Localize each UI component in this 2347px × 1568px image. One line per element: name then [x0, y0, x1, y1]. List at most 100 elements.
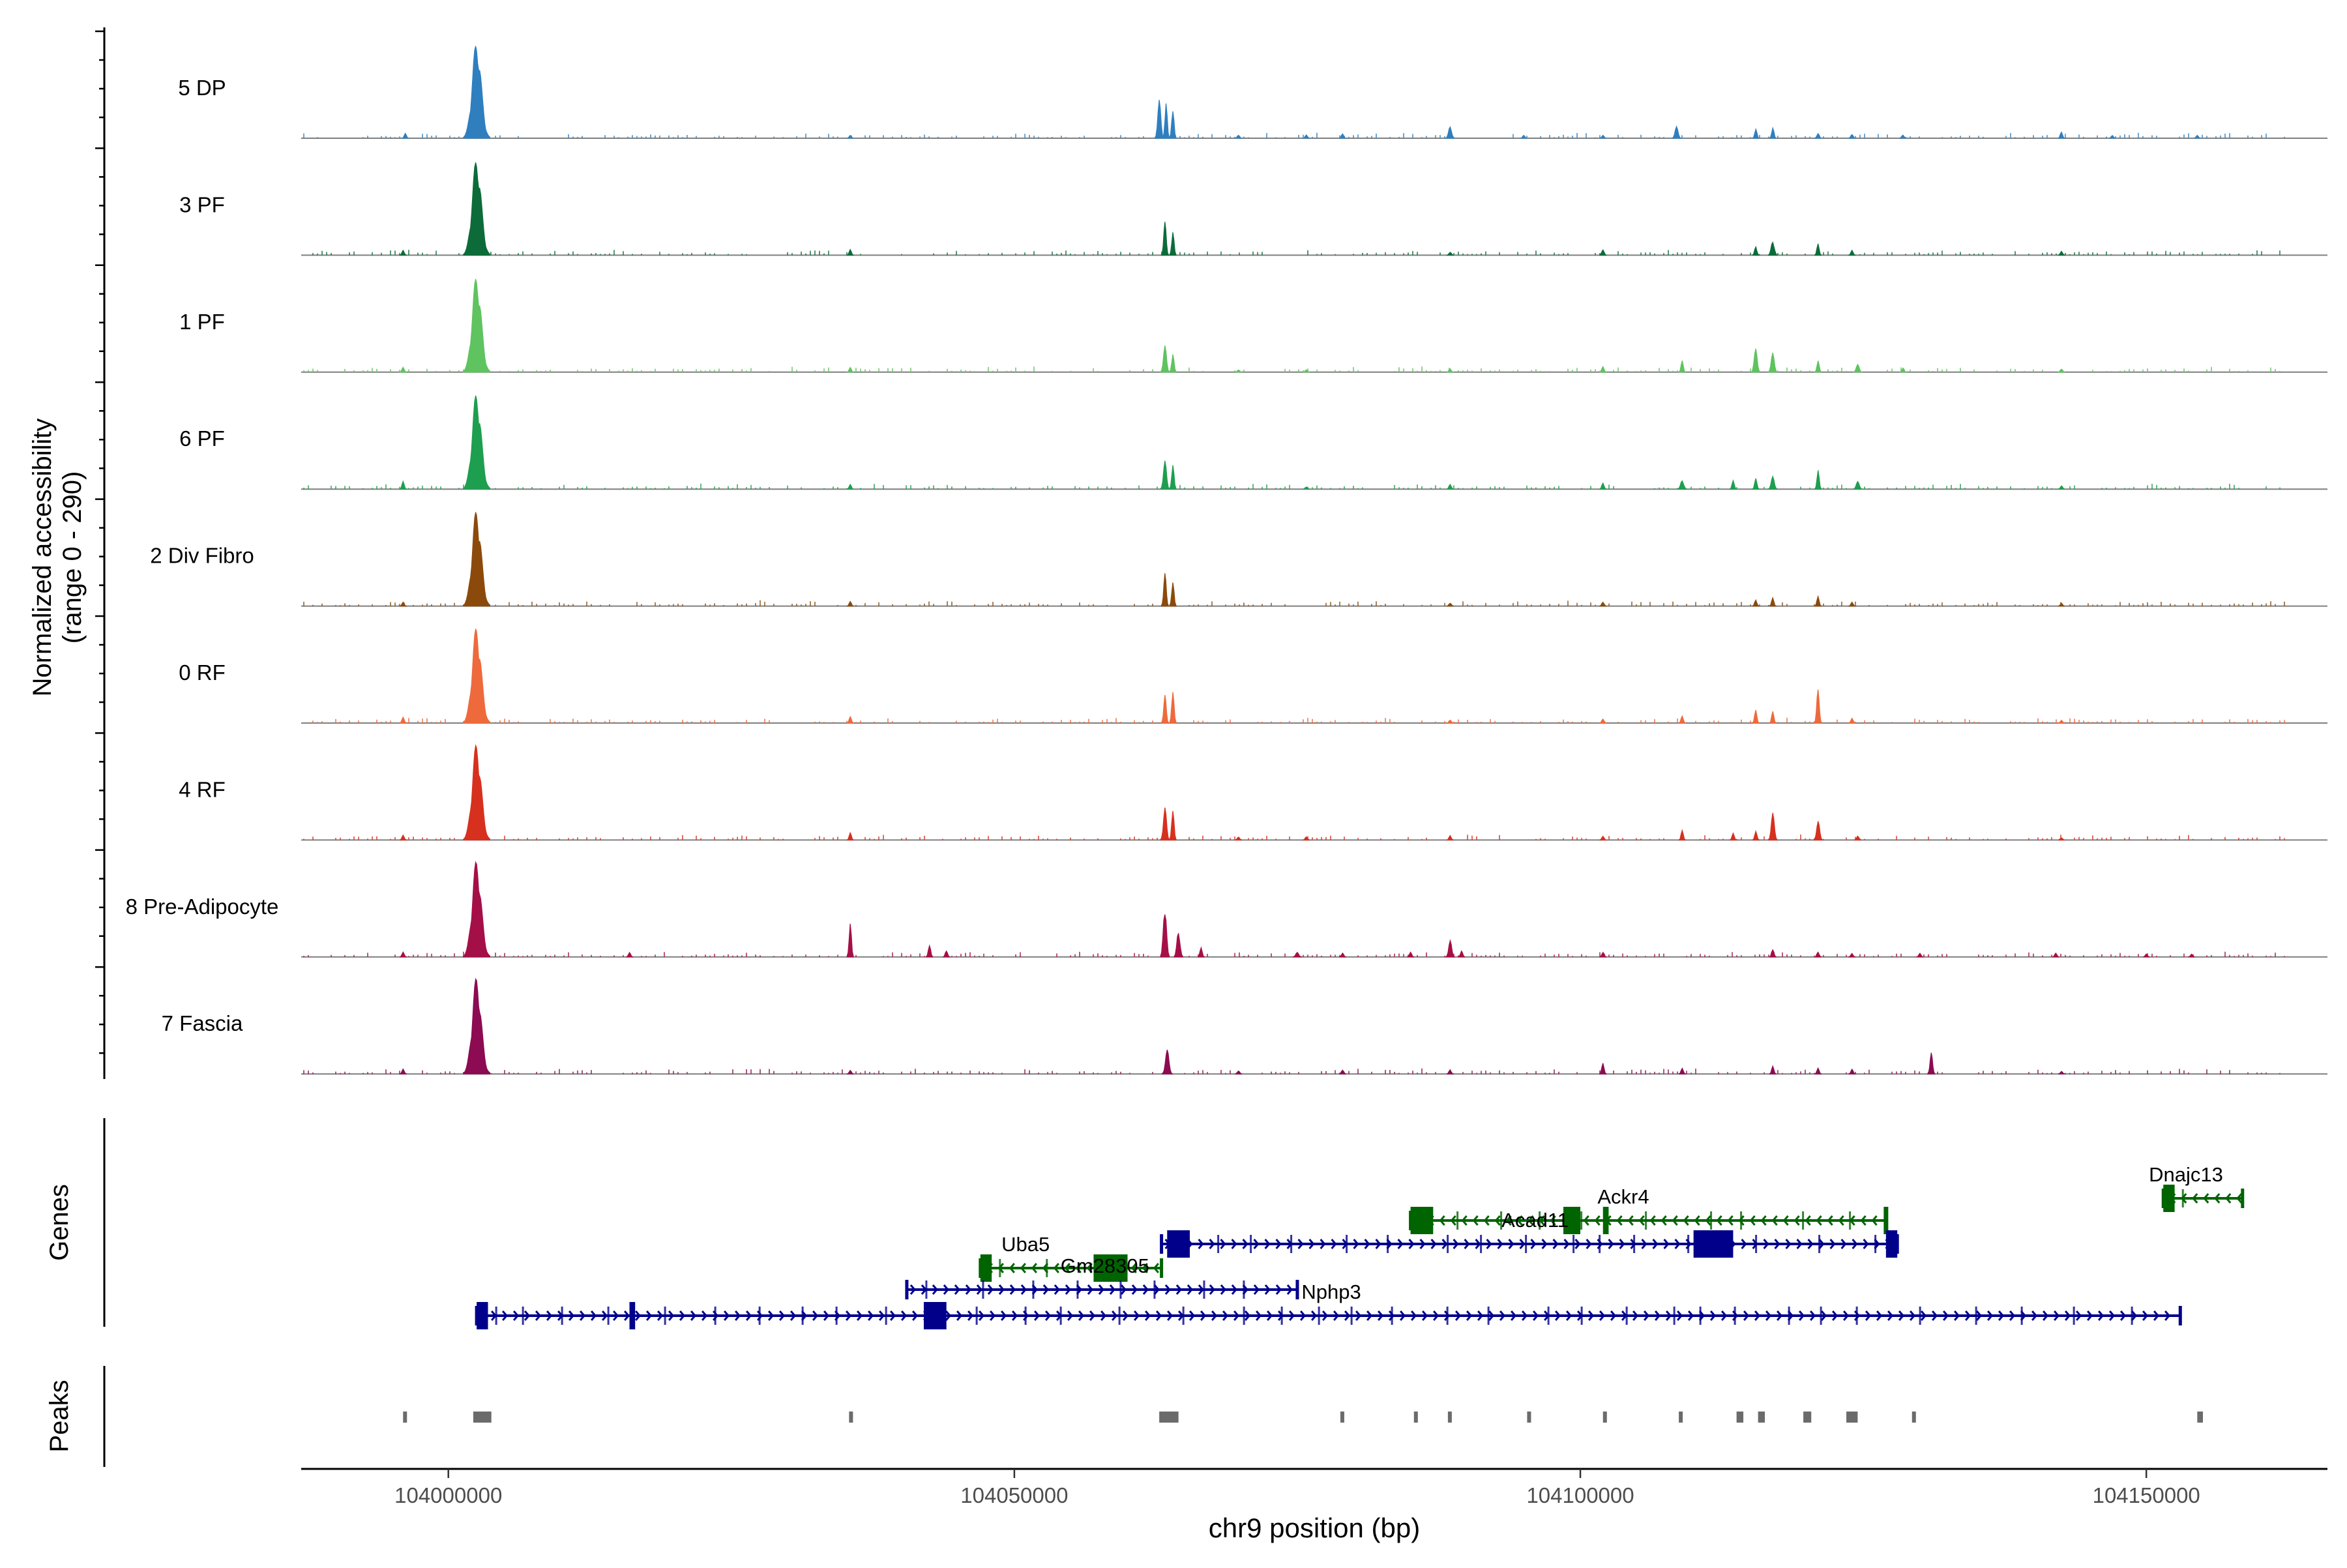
- y-axis-range: (range 0 - 290): [58, 471, 87, 644]
- coverage-peak: [1813, 821, 1823, 840]
- coverage-peak: [399, 951, 407, 958]
- coverage-peak: [1752, 127, 1760, 139]
- coverage-peak: [1752, 478, 1760, 490]
- coverage-peak: [1599, 835, 1607, 840]
- gene-exon: [1602, 1207, 1609, 1234]
- track-noise: [312, 717, 2285, 723]
- coverage-peak: [1678, 361, 1686, 373]
- track-label: 6 PF: [179, 426, 225, 451]
- coverage-peak: [1848, 1068, 1856, 1074]
- coverage-peak: [926, 944, 934, 958]
- gene-exon: [1093, 1254, 1128, 1282]
- coverage-peak: [1814, 243, 1822, 256]
- gene-exon: [1693, 1230, 1734, 1258]
- strand-arrows: [909, 1284, 1293, 1295]
- track-2-div-fibro: 2 Div Fibro: [150, 512, 2327, 607]
- peak-region: [1736, 1412, 1744, 1423]
- coverage-peak: [2188, 953, 2195, 958]
- coverage-peak: [1599, 482, 1607, 490]
- gene-label: Ackr4: [1597, 1185, 1649, 1208]
- track-5-dp: 5 DP: [178, 46, 2327, 139]
- coverage-peak: [2058, 719, 2065, 724]
- coverage-peak: [1446, 368, 1454, 373]
- coverage-peak: [1160, 222, 1169, 256]
- coverage-peak: [1767, 352, 1778, 373]
- coverage-peak: [1729, 479, 1737, 490]
- coverage-peak: [846, 248, 854, 256]
- coverage-peak: [399, 716, 407, 724]
- coverage-peak: [463, 861, 490, 958]
- coverage-peak: [1160, 914, 1170, 958]
- coverage-peak: [1916, 953, 1924, 958]
- coverage-peak: [1599, 366, 1607, 373]
- gene-annotation-track: Dnajc13 Ackr4 Acad11 Uba5 Gm28305 Nphp3: [475, 1163, 2245, 1329]
- coverage-peak: [1303, 134, 1310, 139]
- coverage-peak: [1338, 1069, 1346, 1074]
- coverage-peak: [1174, 933, 1183, 958]
- coverage-peak: [1752, 709, 1760, 724]
- track-noise: [312, 250, 2281, 256]
- coverage-peak: [1599, 601, 1607, 607]
- gene-exon: [629, 1302, 636, 1329]
- coverage-peak: [1899, 367, 1907, 373]
- coverage-peak: [1853, 363, 1863, 373]
- coverage-peak: [846, 600, 854, 607]
- coverage-tracks: 5 DP 3 PF 1 PF 6 PF 2 Div Fibro 0 RF 4 RF 8 Pre…: [126, 46, 2327, 1075]
- coverage-peak: [399, 1068, 407, 1074]
- coverage-peak: [399, 366, 407, 373]
- track-noise: [303, 483, 2281, 490]
- coverage-peak: [1750, 348, 1761, 373]
- track-label: 0 RF: [179, 660, 226, 685]
- coverage-peak: [1445, 939, 1455, 958]
- coverage-peak: [1338, 952, 1346, 958]
- gene-acad11: Acad11: [1160, 1209, 1899, 1258]
- coverage-peak: [1769, 1065, 1777, 1074]
- coverage-peak: [1848, 953, 1856, 958]
- coverage-peak: [1752, 599, 1760, 607]
- coverage-peak: [1338, 133, 1346, 139]
- coverage-peak: [625, 951, 634, 958]
- track-label: 7 Fascia: [162, 1011, 243, 1035]
- track-noise: [303, 132, 2285, 138]
- peak-region: [1803, 1412, 1812, 1423]
- peak-region: [473, 1412, 492, 1423]
- coverage-peak: [846, 1069, 854, 1074]
- gene-exon: [980, 1254, 992, 1282]
- coverage-peak: [1814, 470, 1822, 490]
- coverage-peak: [463, 977, 490, 1074]
- track-4-rf: 4 RF: [179, 744, 2327, 841]
- coverage-peak: [1160, 345, 1170, 373]
- y-axis-title: Normalized accessibility: [28, 419, 57, 697]
- track-6-pf: 6 PF: [179, 395, 2327, 490]
- coverage-peak: [1848, 717, 1856, 724]
- track-7-fascia: 7 Fascia: [162, 977, 2327, 1075]
- track-1-pf: 1 PF: [179, 278, 2327, 373]
- coverage-peak: [1154, 100, 1164, 139]
- peak-region: [1602, 1412, 1607, 1423]
- peak-region: [1846, 1412, 1858, 1423]
- gene-gm28305: Gm28305: [905, 1254, 1299, 1299]
- coverage-peak: [1848, 249, 1856, 256]
- gene-exon: [1563, 1207, 1581, 1234]
- coverage-peak: [1599, 718, 1607, 724]
- coverage-peak: [1160, 460, 1170, 490]
- coverage-peak: [1752, 245, 1760, 256]
- coverage-peak: [399, 834, 407, 840]
- coverage-peak: [1814, 595, 1822, 607]
- coverage-peak: [1672, 125, 1681, 139]
- gene-exon: [1885, 1230, 1898, 1258]
- track-0-rf: 0 RF: [179, 629, 2327, 724]
- coverage-peak: [2058, 1071, 2065, 1074]
- peak-region: [1340, 1412, 1344, 1423]
- coverage-peak: [2052, 952, 2059, 958]
- coverage-peak: [2058, 837, 2065, 840]
- coverage-peak: [1292, 951, 1303, 958]
- coverage-peak: [1769, 126, 1777, 139]
- coverage-peak: [2058, 368, 2065, 373]
- track-label: 5 DP: [178, 76, 226, 100]
- coverage-peak: [1814, 361, 1822, 373]
- peak-region: [1159, 1412, 1179, 1423]
- peak-region: [2197, 1412, 2204, 1423]
- coverage-peak: [1169, 111, 1177, 139]
- coverage-peak: [1853, 835, 1861, 840]
